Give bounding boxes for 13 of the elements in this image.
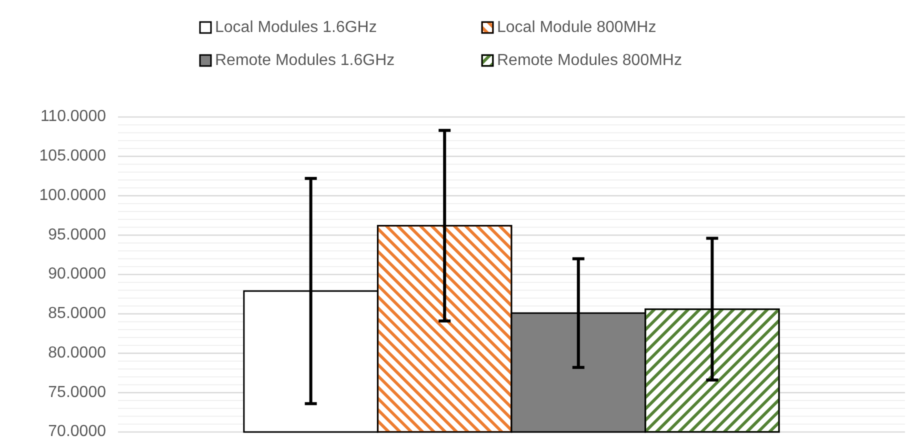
y-tick-label: 90.0000: [48, 266, 106, 283]
legend-label: Remote Modules 1.6GHz: [215, 52, 395, 70]
legend-label: Remote Modules 800MHz: [497, 52, 682, 70]
y-tick-label: 100.0000: [39, 186, 106, 204]
y-tick-label: 105.0000: [39, 148, 106, 165]
y-tick-label: 85.0000: [48, 305, 106, 322]
y-tick-label: 70.0000: [48, 423, 106, 440]
legend-label: Local Module 800MHz: [497, 19, 656, 36]
y-tick-label: 110.0000: [40, 108, 106, 126]
y-tick-label: 75.0000: [48, 384, 106, 401]
y-tick-label: 95.0000: [48, 226, 106, 244]
legend-label: Local Modules 1.6GHz: [215, 19, 377, 36]
y-tick-label: 80.0000: [48, 344, 106, 362]
